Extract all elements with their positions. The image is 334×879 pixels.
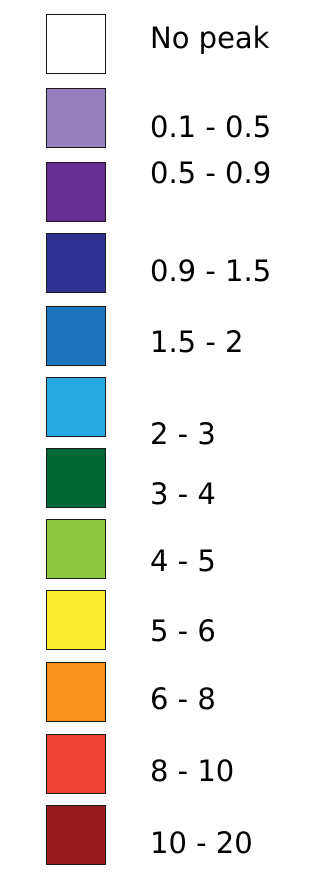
legend-swatch-5-to-6 [46,590,106,650]
legend-label-1-5-to-2: 1.5 - 2 [150,325,244,359]
legend-swatch-1-5-to-2 [46,306,106,366]
legend-swatch-8-to-10 [46,734,106,794]
legend-label-10-to-20: 10 - 20 [150,826,253,860]
legend-label-3-to-4: 3 - 4 [150,477,216,511]
legend-swatch-3-to-4 [46,448,106,508]
legend-swatch-0-1-to-0-5 [46,88,106,148]
legend-swatch-0-5-to-0-9 [46,162,106,222]
legend-label-5-to-6: 5 - 6 [150,614,216,648]
legend-label-0-1-to-0-5: 0.1 - 0.5 [150,110,272,144]
legend-swatch-2-to-3 [46,377,106,437]
legend-swatch-6-to-8 [46,662,106,722]
legend-label-8-to-10: 8 - 10 [150,754,235,788]
legend-label-4-to-5: 4 - 5 [150,544,216,578]
legend-swatch-10-to-20 [46,805,106,865]
legend-swatch-4-to-5 [46,519,106,579]
legend-label-no-peak: No peak [150,21,270,55]
legend-label-6-to-8: 6 - 8 [150,682,216,716]
legend-label-2-to-3: 2 - 3 [150,417,216,451]
legend-swatch-no-peak [46,14,106,74]
legend-swatch-0-9-to-1-5 [46,233,106,293]
legend-label-0-9-to-1-5: 0.9 - 1.5 [150,254,272,288]
legend-label-0-5-to-0-9: 0.5 - 0.9 [150,156,272,190]
